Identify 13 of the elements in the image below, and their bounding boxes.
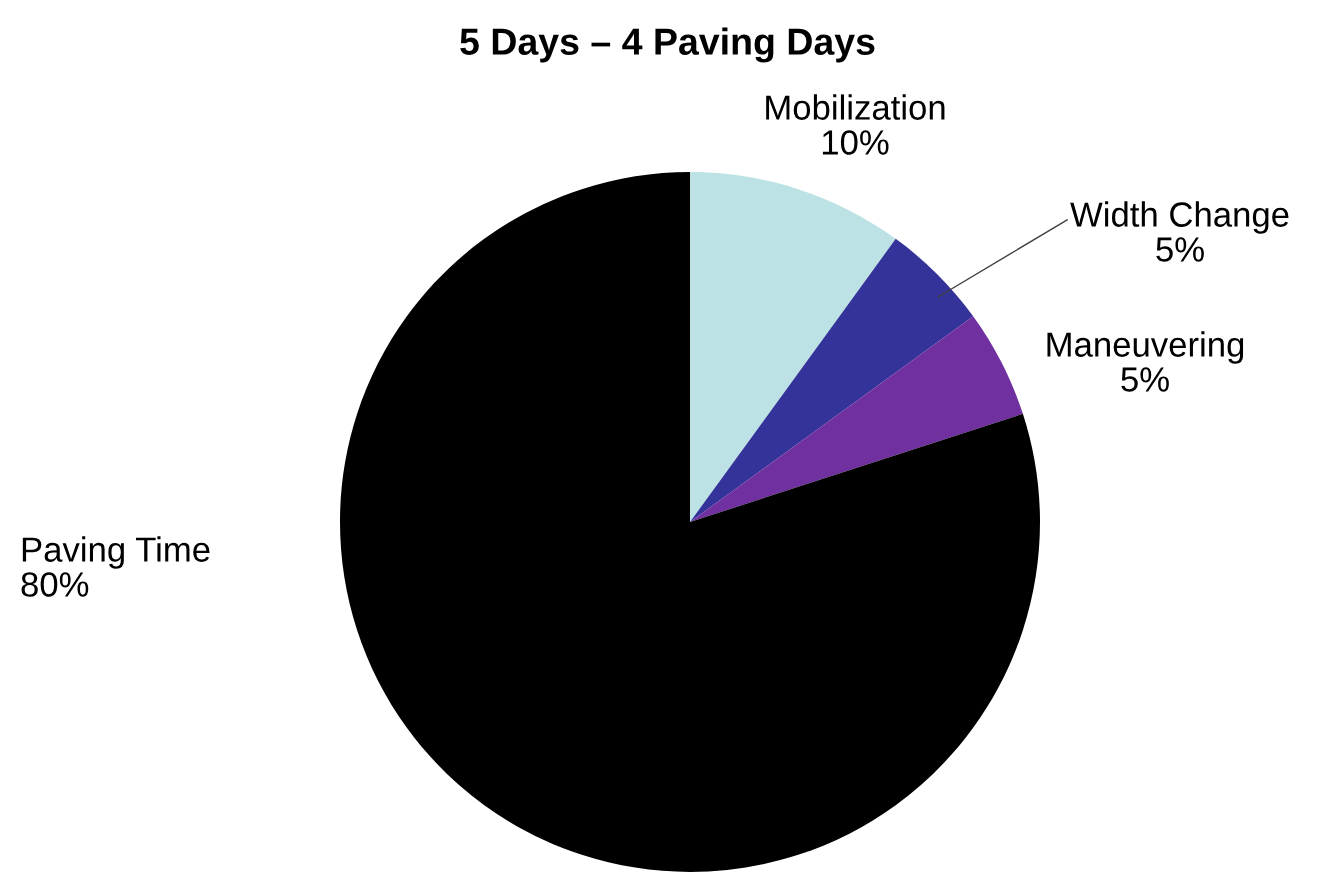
- slice-label: Mobilization: [766, 94, 945, 120]
- data-label: 5%: [1121, 367, 1169, 392]
- data-label: 10%: [822, 130, 889, 155]
- pie-slice: [690, 316, 1023, 522]
- slice-label: Paving Time: [22, 536, 210, 569]
- data-label: 80%: [21, 572, 89, 597]
- pie-slice: [690, 172, 896, 522]
- pie-slice: [690, 238, 974, 522]
- data-label: 5%: [1156, 237, 1204, 262]
- slice-label: Width Change: [1070, 201, 1289, 234]
- slice-label: Maneuvering: [1047, 331, 1244, 364]
- pie-slice: [340, 172, 1040, 872]
- chart-title: 5 Days – 4 Paving Days: [460, 27, 875, 63]
